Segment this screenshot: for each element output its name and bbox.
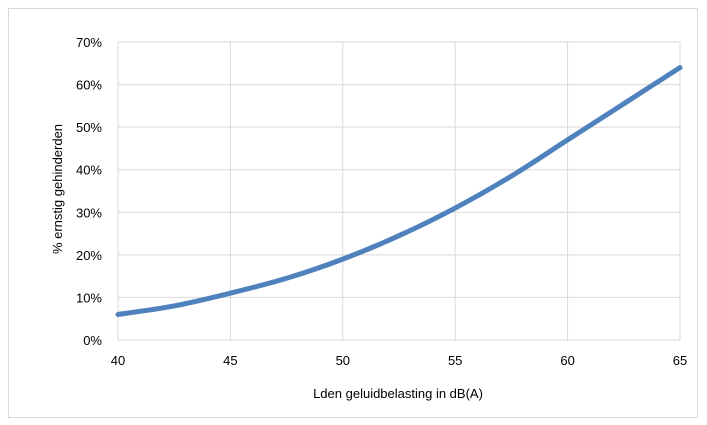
y-tick-label: 70% [76, 35, 102, 50]
y-tick-label: 30% [76, 205, 102, 220]
series-line-0 [115, 65, 683, 317]
y-axis-ticks: 0% 10% 20% 30% 40% 50% 60% 70% [76, 35, 102, 348]
x-tick-label: 50 [336, 353, 350, 368]
x-tick-label: 55 [448, 353, 462, 368]
x-tick-label: 65 [673, 353, 687, 368]
y-tick-label: 10% [76, 290, 102, 305]
y-axis-label: % ernstig gehinderden [50, 124, 65, 254]
chart-frame [8, 8, 698, 418]
gridlines [117, 41, 681, 341]
x-tick-label: 40 [111, 353, 125, 368]
x-tick-label: 45 [223, 353, 237, 368]
y-tick-label: 60% [76, 78, 102, 93]
y-tick-label: 0% [83, 333, 102, 348]
x-axis-label: Lden geluidbelasting in dB(A) [313, 386, 483, 401]
y-tick-label: 50% [76, 120, 102, 135]
y-tick-label: 20% [76, 248, 102, 263]
x-tick-label: 60 [560, 353, 574, 368]
series-group [115, 65, 683, 317]
y-tick-label: 40% [76, 163, 102, 178]
x-axis-ticks: 40 45 50 55 60 65 [111, 353, 687, 368]
